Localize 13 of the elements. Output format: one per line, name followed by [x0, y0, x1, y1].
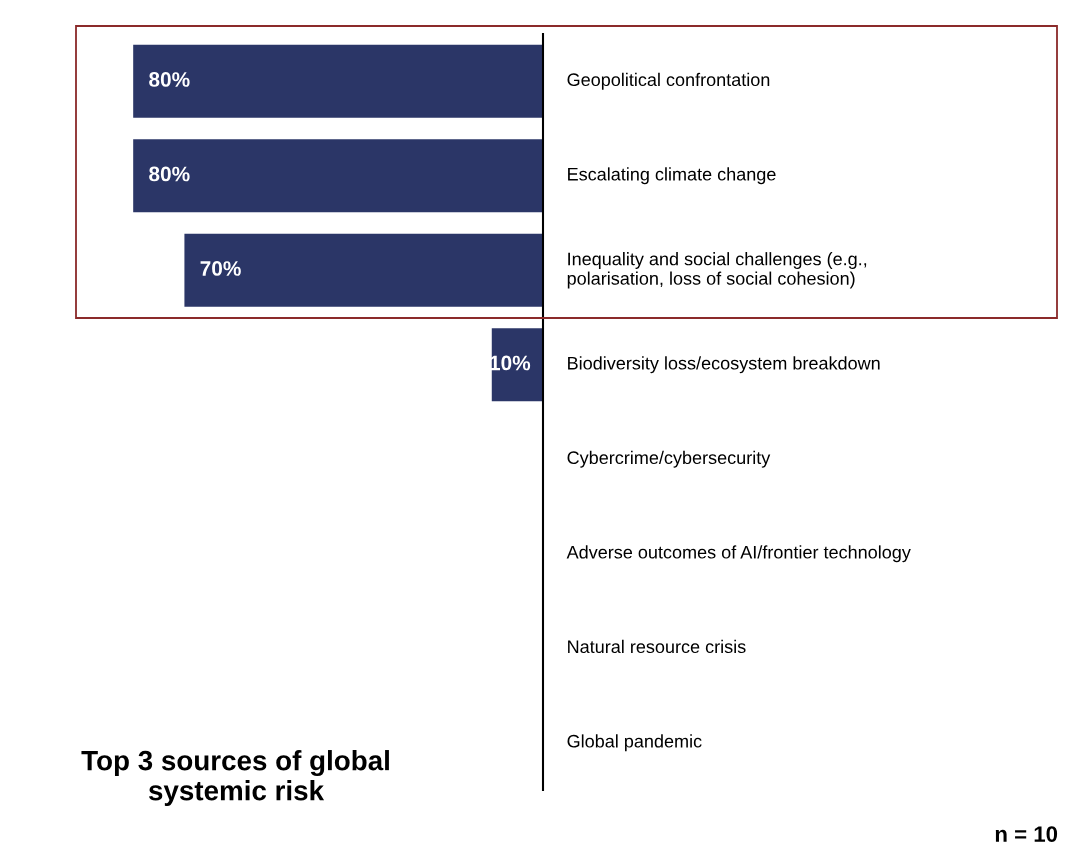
y-tick-label: Global pandemic	[567, 734, 702, 752]
y-tick-label: Geopolitical confrontation	[567, 72, 770, 90]
y-tick-label: Adverse outcomes of AI/frontier technology	[566, 545, 911, 563]
data-label: 80%	[149, 166, 190, 182]
y-tick-label: Escalating climate change	[568, 167, 776, 185]
y-tick-label: Inequality and social challenges (e.g., polarisation, loss of social cohesion)	[567, 252, 867, 289]
y-tick-label: Natural resource crisis	[568, 639, 746, 654]
y-tick-label: Cybercrime/cybersecurity	[567, 450, 771, 468]
data-label: 80%	[149, 72, 190, 87]
text: Top 3 sources of global systemic risk	[81, 750, 389, 806]
text: n = 10	[995, 826, 1058, 842]
y-tick-label: Biodiversity loss/ecosystem breakdown	[568, 356, 880, 374]
data-label: 70%	[200, 261, 241, 276]
